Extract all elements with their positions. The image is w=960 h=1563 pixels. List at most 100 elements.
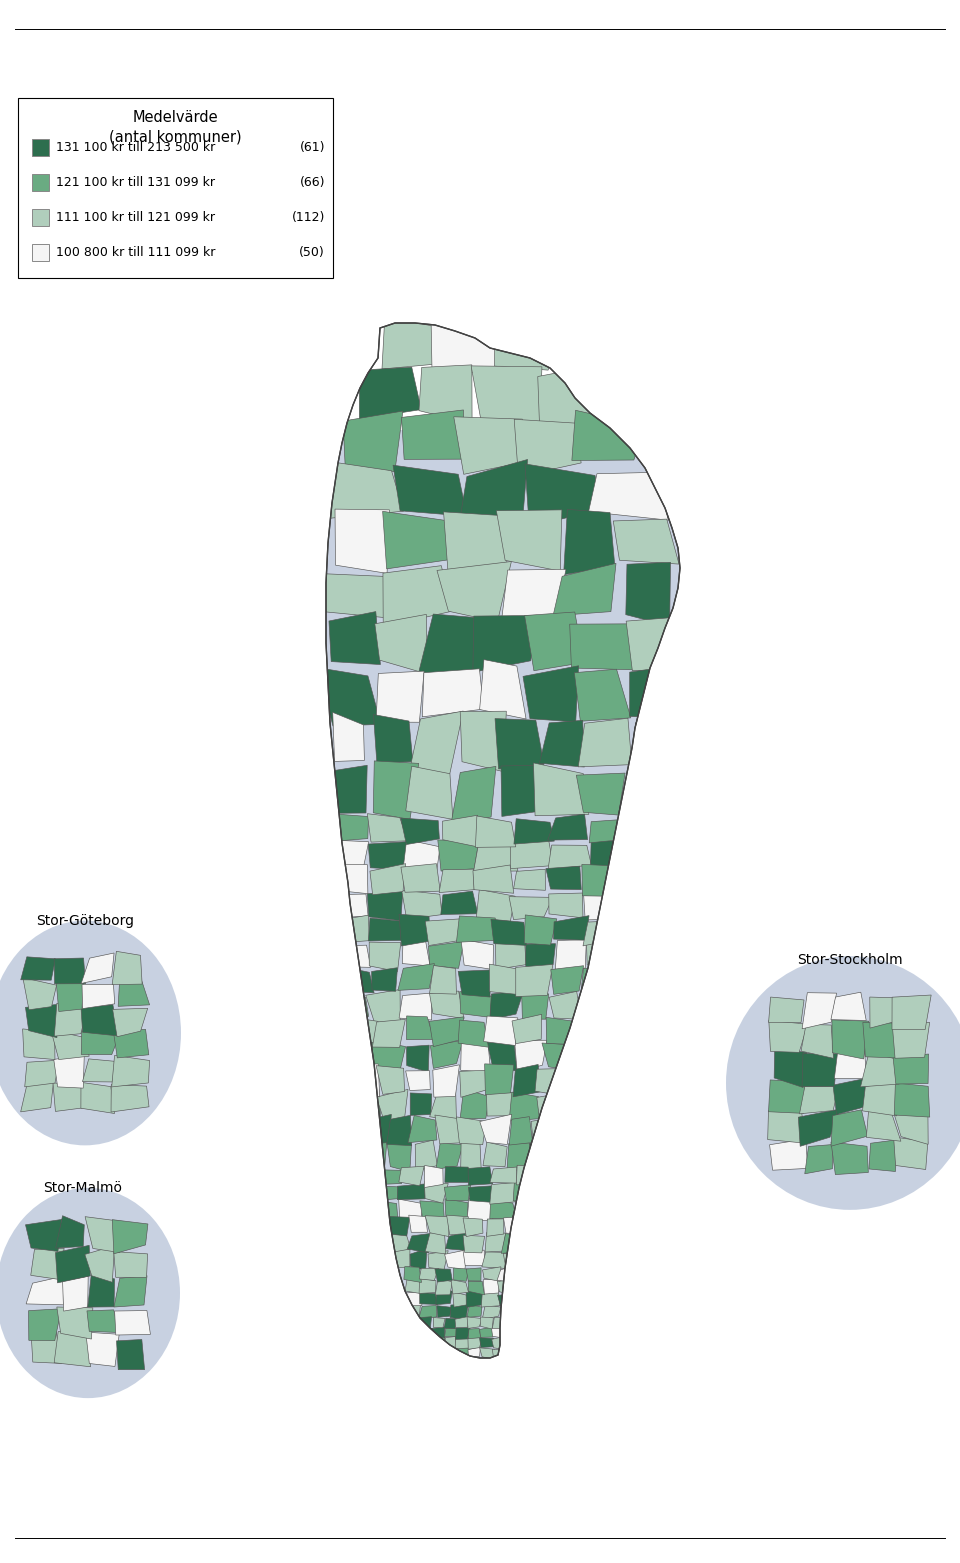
Bar — [32, 173, 49, 191]
Polygon shape — [114, 1252, 148, 1277]
Polygon shape — [468, 1347, 480, 1358]
Polygon shape — [869, 1139, 898, 1172]
Polygon shape — [501, 1233, 523, 1254]
Polygon shape — [515, 1041, 547, 1072]
Polygon shape — [398, 1166, 424, 1186]
Polygon shape — [492, 1327, 506, 1338]
Polygon shape — [549, 991, 582, 1019]
Polygon shape — [429, 966, 456, 994]
Polygon shape — [537, 1168, 563, 1186]
Text: 100 800 kr till 111 099 kr: 100 800 kr till 111 099 kr — [56, 245, 215, 259]
Polygon shape — [460, 1088, 490, 1119]
Polygon shape — [351, 1064, 380, 1097]
Polygon shape — [444, 1185, 470, 1200]
Polygon shape — [26, 1005, 57, 1038]
Polygon shape — [420, 1347, 432, 1358]
Polygon shape — [460, 1071, 489, 1097]
Polygon shape — [629, 713, 674, 774]
Polygon shape — [467, 1291, 483, 1307]
Polygon shape — [424, 1182, 448, 1204]
Polygon shape — [436, 1291, 452, 1305]
Polygon shape — [832, 1021, 869, 1060]
Polygon shape — [571, 1039, 598, 1064]
Polygon shape — [376, 1089, 408, 1121]
Polygon shape — [410, 1249, 427, 1271]
Polygon shape — [546, 1018, 573, 1044]
Polygon shape — [425, 1216, 449, 1236]
Ellipse shape — [0, 921, 181, 1146]
Polygon shape — [475, 816, 516, 847]
Polygon shape — [480, 1327, 494, 1338]
Polygon shape — [770, 1139, 807, 1171]
Polygon shape — [519, 1232, 540, 1254]
Polygon shape — [32, 1332, 61, 1363]
Polygon shape — [523, 1216, 543, 1233]
Polygon shape — [531, 1118, 559, 1147]
Bar — [32, 139, 49, 156]
Polygon shape — [410, 1093, 432, 1116]
Polygon shape — [62, 1277, 88, 1311]
Polygon shape — [25, 1060, 60, 1086]
Polygon shape — [451, 766, 496, 825]
Polygon shape — [23, 978, 57, 1010]
Polygon shape — [513, 1291, 531, 1305]
Polygon shape — [484, 1016, 517, 1046]
Polygon shape — [373, 1200, 397, 1218]
Polygon shape — [56, 977, 84, 1011]
Polygon shape — [592, 1093, 621, 1122]
Polygon shape — [435, 1279, 452, 1296]
Polygon shape — [444, 1166, 471, 1183]
Polygon shape — [403, 1304, 420, 1319]
Polygon shape — [335, 510, 390, 574]
Polygon shape — [444, 511, 507, 570]
Polygon shape — [487, 1093, 516, 1116]
Polygon shape — [492, 1349, 507, 1360]
Polygon shape — [583, 1143, 607, 1168]
Polygon shape — [769, 997, 804, 1022]
Polygon shape — [406, 1016, 434, 1039]
Polygon shape — [374, 614, 427, 674]
Polygon shape — [620, 921, 646, 944]
Polygon shape — [490, 991, 523, 1019]
Polygon shape — [397, 1183, 425, 1200]
Text: Stor-Stockholm: Stor-Stockholm — [797, 953, 902, 967]
Polygon shape — [114, 1275, 147, 1307]
Polygon shape — [481, 1291, 500, 1307]
Polygon shape — [458, 971, 491, 997]
Polygon shape — [435, 1114, 462, 1144]
Polygon shape — [54, 1055, 84, 1088]
Polygon shape — [383, 566, 451, 627]
Polygon shape — [87, 1310, 119, 1333]
Polygon shape — [444, 1336, 456, 1349]
Polygon shape — [483, 1279, 500, 1294]
Polygon shape — [436, 1143, 463, 1169]
Polygon shape — [503, 1216, 524, 1233]
Polygon shape — [329, 864, 368, 894]
Polygon shape — [329, 611, 380, 664]
Polygon shape — [401, 410, 464, 460]
Polygon shape — [111, 1085, 149, 1111]
Polygon shape — [456, 1118, 487, 1144]
Polygon shape — [584, 892, 623, 921]
Polygon shape — [630, 666, 675, 719]
Polygon shape — [468, 1336, 482, 1349]
Polygon shape — [509, 1116, 533, 1146]
Polygon shape — [524, 613, 584, 671]
Polygon shape — [81, 1005, 119, 1036]
Polygon shape — [769, 1080, 805, 1113]
Polygon shape — [467, 1268, 481, 1282]
Polygon shape — [455, 1336, 469, 1349]
Polygon shape — [342, 989, 369, 1016]
Polygon shape — [834, 1049, 867, 1078]
Polygon shape — [29, 1308, 61, 1341]
Polygon shape — [430, 1041, 463, 1069]
Polygon shape — [589, 819, 627, 842]
Polygon shape — [457, 1347, 470, 1360]
Polygon shape — [536, 1200, 563, 1221]
Polygon shape — [468, 1199, 493, 1221]
Text: (61): (61) — [300, 141, 325, 155]
Polygon shape — [560, 1199, 587, 1219]
Polygon shape — [116, 1339, 145, 1369]
Polygon shape — [461, 460, 528, 516]
Polygon shape — [539, 1233, 562, 1252]
